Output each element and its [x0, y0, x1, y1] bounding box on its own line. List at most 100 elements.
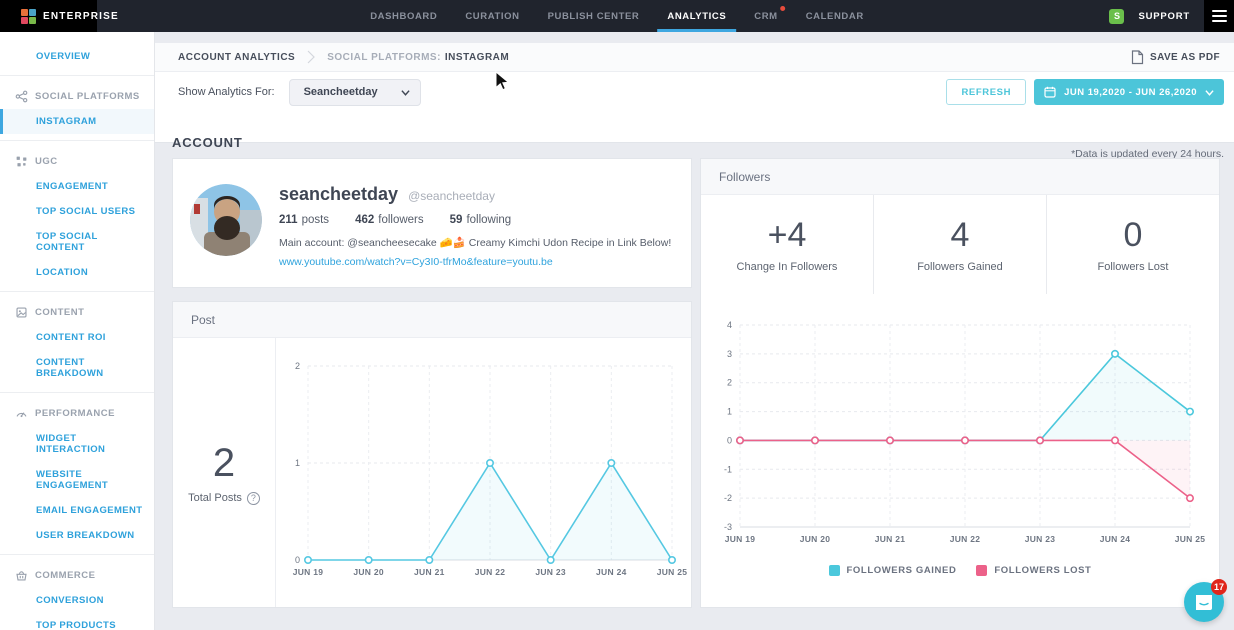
posts-chart: 012JUN 19JUN 20JUN 21JUN 22JUN 23JUN 24J…: [276, 338, 691, 607]
sidebar-item-top-social-users[interactable]: TOP SOCIAL USERS: [0, 199, 154, 224]
brand-name: ENTERPRISE: [43, 11, 119, 22]
total-posts-value: 2: [213, 441, 235, 486]
sidebar-item-location[interactable]: LOCATION: [0, 260, 154, 285]
left-column: seancheetday @seancheetday 211posts 462f…: [172, 158, 692, 608]
svg-text:4: 4: [727, 320, 732, 330]
top-nav: ENTERPRISE DASHBOARD CURATION PUBLISH CE…: [0, 0, 1234, 32]
sidebar-item-email-engagement[interactable]: EMAIL ENGAGEMENT: [0, 498, 154, 523]
show-analytics-label: Show Analytics For:: [178, 86, 275, 98]
chart-legend: FOLLOWERS GAINED FOLLOWERS LOST: [829, 565, 1092, 576]
sidebar-section-overview: OVERVIEW: [0, 32, 154, 75]
sidebar-section-header: UGC: [0, 150, 154, 174]
total-posts-label: Total Posts ?: [188, 492, 260, 505]
followers-lost-cell: 0 Followers Lost: [1046, 195, 1219, 294]
chevron-down-icon: [1205, 88, 1214, 97]
nav-right: S SUPPORT: [1109, 0, 1234, 32]
breadcrumb-context-value: INSTAGRAM: [445, 52, 509, 63]
total-posts-cell: 2 Total Posts ?: [173, 338, 276, 607]
svg-text:JUN 24: JUN 24: [596, 567, 627, 577]
sidebar-item-widget-interaction[interactable]: WIDGET INTERACTION: [0, 426, 154, 462]
account-bio: Main account: @seancheesecake 🧀🍰 Creamy …: [279, 236, 673, 249]
svg-text:JUN 19: JUN 19: [725, 534, 756, 544]
right-column: Followers +4 Change In Followers 4 Follo…: [700, 158, 1220, 608]
breadcrumb-context-label: SOCIAL PLATFORMS:: [327, 52, 441, 63]
sidebar-item-top-social-content[interactable]: TOP SOCIAL CONTENT: [0, 224, 154, 260]
sidebar-section-social-platforms: SOCIAL PLATFORMS INSTAGRAM: [0, 75, 154, 140]
nav-item-calendar[interactable]: CALENDAR: [796, 0, 874, 32]
svg-text:0: 0: [727, 435, 732, 445]
user-avatar[interactable]: S: [1109, 9, 1124, 24]
nav-item-crm[interactable]: CRM: [744, 0, 787, 32]
notification-dot: [780, 6, 785, 11]
svg-text:1: 1: [295, 458, 300, 468]
brand-logo-icon: [21, 9, 36, 24]
followers-card: Followers +4 Change In Followers 4 Follo…: [700, 158, 1220, 608]
share-icon: [15, 90, 28, 103]
sidebar-section-header: SOCIAL PLATFORMS: [0, 85, 154, 109]
help-icon[interactable]: ?: [247, 492, 260, 505]
account-select[interactable]: Seancheetday: [289, 79, 421, 106]
breadcrumb-account-analytics[interactable]: ACCOUNT ANALYTICS: [178, 52, 295, 63]
refresh-button[interactable]: REFRESH: [946, 79, 1026, 105]
svg-text:0: 0: [295, 555, 300, 565]
sidebar-item-conversion[interactable]: CONVERSION: [0, 588, 154, 613]
content-icon: [15, 306, 28, 319]
post-card-header: Post: [173, 302, 691, 338]
sidebar-item-website-engagement[interactable]: WEBSITE ENGAGEMENT: [0, 462, 154, 498]
sidebar-section-performance: PERFORMANCE WIDGET INTERACTION WEBSITE E…: [0, 392, 154, 554]
legend-followers-lost: FOLLOWERS LOST: [976, 565, 1091, 576]
legend-swatch-lost: [976, 565, 987, 576]
nav-support[interactable]: SUPPORT: [1138, 11, 1190, 22]
sidebar-section-content: CONTENT CONTENT ROI CONTENT BREAKDOWN: [0, 291, 154, 392]
sidebar-item-user-breakdown[interactable]: USER BREAKDOWN: [0, 523, 154, 548]
svg-text:JUN 19: JUN 19: [293, 567, 324, 577]
sidebar-item-top-products[interactable]: TOP PRODUCTS: [0, 613, 154, 630]
sidebar-item-overview[interactable]: OVERVIEW: [0, 44, 154, 69]
change-in-followers-cell: +4 Change In Followers: [701, 195, 873, 294]
ugc-icon: [15, 155, 28, 168]
sidebar-item-content-roi[interactable]: CONTENT ROI: [0, 325, 154, 350]
sidebar-section-ugc: UGC ENGAGEMENT TOP SOCIAL USERS TOP SOCI…: [0, 140, 154, 291]
svg-text:-3: -3: [724, 522, 732, 532]
followers-chart: -3-2-101234JUN 19JUN 20JUN 21JUN 22JUN 2…: [701, 295, 1219, 607]
svg-text:2: 2: [295, 361, 300, 371]
svg-text:JUN 22: JUN 22: [950, 534, 981, 544]
sidebar-item-instagram[interactable]: INSTAGRAM: [0, 109, 154, 134]
account-username: seancheetday: [279, 184, 398, 205]
svg-text:JUN 20: JUN 20: [800, 534, 831, 544]
legend-swatch-gained: [829, 565, 840, 576]
nav-item-dashboard[interactable]: DASHBOARD: [360, 0, 447, 32]
performance-icon: [15, 407, 28, 420]
svg-text:JUN 25: JUN 25: [657, 567, 688, 577]
avatar: [190, 184, 262, 256]
account-handle: @seancheetday: [408, 189, 495, 203]
save-as-pdf-button[interactable]: SAVE AS PDF: [1131, 50, 1220, 65]
account-section-title: ACCOUNT: [172, 135, 243, 150]
svg-text:1: 1: [727, 407, 732, 417]
svg-text:JUN 24: JUN 24: [1100, 534, 1131, 544]
svg-text:-1: -1: [724, 464, 732, 474]
svg-text:JUN 20: JUN 20: [353, 567, 384, 577]
calendar-icon: [1044, 86, 1056, 98]
menu-button[interactable]: [1204, 0, 1234, 32]
topbar: ACCOUNT ANALYTICS SOCIAL PLATFORMS: INST…: [155, 43, 1234, 143]
nav-item-curation[interactable]: CURATION: [455, 0, 529, 32]
sidebar-item-engagement[interactable]: ENGAGEMENT: [0, 174, 154, 199]
account-link[interactable]: www.youtube.com/watch?v=Cy3I0-tfrMo&feat…: [279, 256, 673, 268]
nav-menu: DASHBOARD CURATION PUBLISH CENTER ANALYT…: [360, 0, 874, 32]
sidebar-section-commerce: COMMERCE CONVERSION TOP PRODUCTS TOP CON…: [0, 554, 154, 630]
chat-widget-button[interactable]: 17: [1184, 582, 1224, 622]
sidebar-item-content-breakdown[interactable]: CONTENT BREAKDOWN: [0, 350, 154, 386]
brand[interactable]: ENTERPRISE: [0, 0, 97, 32]
chat-unread-badge: 17: [1211, 579, 1227, 595]
nav-item-publish-center[interactable]: PUBLISH CENTER: [538, 0, 650, 32]
sidebar-section-header: COMMERCE: [0, 564, 154, 588]
svg-text:JUN 25: JUN 25: [1175, 534, 1206, 544]
sidebar-section-header: PERFORMANCE: [0, 402, 154, 426]
nav-item-analytics[interactable]: ANALYTICS: [657, 0, 736, 32]
chevron-down-icon: [401, 88, 410, 97]
date-range-button[interactable]: JUN 19,2020 - JUN 26,2020: [1034, 79, 1224, 105]
account-stats: 211posts 462followers 59following: [279, 214, 673, 226]
followers-stats: +4 Change In Followers 4 Followers Gaine…: [701, 195, 1219, 295]
posts-count: 211posts: [279, 214, 329, 226]
